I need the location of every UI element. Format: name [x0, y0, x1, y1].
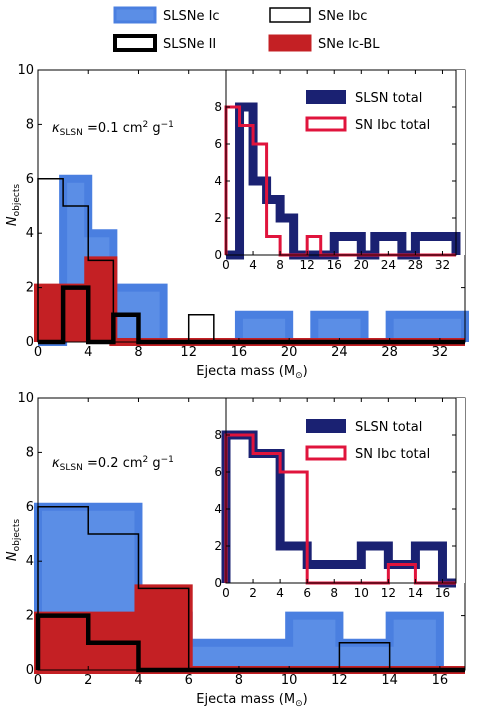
- panel-1-inset-y-tick-label: 4: [214, 174, 222, 188]
- panel-2-x-tick-label: 6: [185, 673, 193, 688]
- panel-1-y-tick-label: 4: [26, 226, 34, 241]
- panel-1-inset-x-tick-label: 8: [276, 258, 284, 272]
- inset-1-legend-swatch-snibc-total: [305, 116, 347, 132]
- panel-2-inset-legend: SLSN total SN Ibc total: [305, 419, 430, 462]
- panel-1-x-tick-label: 24: [331, 345, 348, 360]
- legend-swatch-slsne-ic: [113, 6, 157, 24]
- legend-swatch-snicbl: [268, 34, 312, 52]
- panel-2-inset-x-ticks: 0 2 4 6 8 10 12 14 16: [222, 398, 450, 600]
- panel-2-inset-x-tick-label: 0: [222, 586, 230, 600]
- panel-1-inset-y-tick-label: 6: [214, 137, 222, 151]
- legend-swatch-slsne-ii: [113, 34, 157, 52]
- panel-1-inset-x-tick-label: 0: [222, 258, 230, 272]
- panel-2-x-tick-label: 4: [134, 673, 142, 688]
- panel-1-x-tick-label: 20: [281, 345, 298, 360]
- panel-1-y-tick-label: 2: [26, 281, 34, 296]
- panel-2-inset-x-tick-label: 2: [249, 586, 257, 600]
- panel-2-x-tick-label: 0: [34, 673, 42, 688]
- panel-2-inset-y-ticks: 0 2 4 6 8: [214, 428, 456, 590]
- panel-1-x-tick-label: 8: [134, 345, 142, 360]
- panel-2-x-tick-label: 16: [432, 673, 449, 688]
- panel-2-inset: 0 2 4 6 8 10 12 14 16 0 2 4 6 8 SLSN total SN Ibc to…: [214, 397, 465, 600]
- panel-1-xlabel: Ejecta mass (M⊙): [196, 364, 307, 381]
- panel-2-inset-x-tick-label: 4: [276, 586, 284, 600]
- panel-2-inset-y-tick-label: 8: [214, 428, 222, 442]
- panel-1-inset-x-tick-label: 28: [408, 258, 423, 272]
- panel-1-inset-frame: [225, 69, 457, 256]
- panel-1-y-tick-label: 6: [26, 172, 34, 187]
- panel-1-x-tick-label: 4: [84, 345, 92, 360]
- panel-1-inset-x-tick-label: 20: [354, 258, 369, 272]
- panel-2-inset-y-tick-label: 4: [214, 502, 222, 516]
- panel-1-x-tick-label: 12: [180, 345, 197, 360]
- inset-2-legend-swatch-slsn-total: [306, 419, 346, 433]
- panel-2-inset-x-tick-label: 10: [354, 586, 369, 600]
- panel-1-x-tick-label: 28: [381, 345, 398, 360]
- panel-1-inset-y-ticks: 0 2 4 6 8: [214, 100, 456, 262]
- panel-2-y-tick-label: 6: [26, 500, 34, 515]
- panel-1-inset-y-tick-label: 2: [214, 211, 222, 225]
- panel-1-y-tick-label: 8: [26, 117, 34, 132]
- panel-1-inset-x-tick-label: 32: [435, 258, 450, 272]
- panel-1-x-tick-label: 0: [34, 345, 42, 360]
- panel-2-y-tick-label: 0: [26, 663, 34, 678]
- panel-1-ylabel: Nobjects: [5, 184, 22, 226]
- panel-2-x-tick-label: 14: [381, 673, 398, 688]
- panel-2-inset-x-tick-label: 6: [303, 586, 311, 600]
- panel-2-y-tick-label: 8: [26, 445, 34, 460]
- inset-1-legend-label-slsn-total: SLSN total: [355, 91, 422, 106]
- panel-2-inset-frame: [225, 397, 457, 584]
- panel-1-y-tick-label: 0: [26, 335, 34, 350]
- panel-1-series-slsne-ic: [38, 174, 469, 346]
- panel-2-x-tick-label: 12: [331, 673, 348, 688]
- panel-2-x-tick-label: 8: [235, 673, 243, 688]
- panel-1-x-ticks: 0 4 8 12 16 20 24 28 32: [34, 70, 448, 360]
- inset-2-legend-swatch-snibc-total: [305, 445, 347, 461]
- panel-1-inset-y-tick-label: 8: [214, 100, 222, 114]
- panel-2-annotation: κSLSN =0.2 cm2 g−1: [52, 455, 174, 473]
- panel-1-inset-series-slsn-total: [226, 102, 461, 260]
- inset-1-legend-swatch-slsn-total: [306, 90, 346, 104]
- panel-2-y-tick-label: 10: [17, 391, 34, 406]
- panel-2-x-tick-label: 2: [84, 673, 92, 688]
- inset-2-legend-label-slsn-total: SLSN total: [355, 420, 422, 435]
- panel-2-inset-x-tick-label: 16: [435, 586, 450, 600]
- panel-1-inset-x-ticks: 0 4 8 12 16 20 24 28 32: [222, 70, 450, 272]
- panel-2-y-tick-label: 2: [26, 609, 34, 624]
- panel-1-annotation: κSLSN =0.1 cm2 g−1: [52, 120, 174, 138]
- inset-1-legend-label-snibc-total: SN Ibc total: [355, 118, 430, 133]
- legend-label-snibc: SNe Ibc: [318, 9, 367, 24]
- panel-2-inset-y-tick-label: 6: [214, 465, 222, 479]
- panel-2-inset-x-tick-label: 12: [381, 586, 396, 600]
- panel-1-inset-y-tick-label: 0: [214, 248, 222, 262]
- panel-2-xlabel: Ejecta mass (M⊙): [196, 692, 307, 709]
- legend-label-slsne-ii: SLSNe II: [163, 37, 216, 52]
- panel-2-x-ticks: 0 2 4 6 8 10 12 14 16: [34, 398, 448, 688]
- panel-2-inset-x-tick-label: 14: [408, 586, 423, 600]
- legend-label-slsne-ic: SLSNe Ic: [163, 9, 220, 24]
- panel-1-x-tick-label: 32: [432, 345, 449, 360]
- figure-legend: SLSNe Ic SNe Ibc SLSNe II SNe Ic-BL: [113, 6, 380, 52]
- panel-1-x-tick-label: 16: [231, 345, 248, 360]
- panel-1-inset-x-tick-label: 12: [300, 258, 315, 272]
- panel-1-y-tick-label: 10: [17, 63, 34, 78]
- inset-2-legend-label-snibc-total: SN Ibc total: [355, 447, 430, 462]
- panel-1-inset-x-tick-label: 4: [249, 258, 257, 272]
- panel-2: 0 2 4 6 8 10 12 14 16 0 2 4 6 8 10 κSLSN =0.2 cm2 g−1…: [5, 391, 466, 709]
- panel-2-y-tick-label: 4: [26, 554, 34, 569]
- legend-swatch-snibc: [269, 7, 311, 23]
- panel-1-inset-x-tick-label: 24: [381, 258, 396, 272]
- panel-2-inset-y-tick-label: 0: [214, 576, 222, 590]
- panel-2-x-tick-label: 10: [281, 673, 298, 688]
- legend-label-snicbl: SNe Ic-BL: [318, 37, 380, 52]
- panel-2-inset-y-tick-label: 2: [214, 539, 222, 553]
- panel-1-inset-x-tick-label: 16: [327, 258, 342, 272]
- panel-2-ylabel: Nobjects: [5, 519, 22, 561]
- panel-2-inset-x-tick-label: 8: [330, 586, 338, 600]
- panel-1-inset-legend: SLSN total SN Ibc total: [305, 90, 430, 133]
